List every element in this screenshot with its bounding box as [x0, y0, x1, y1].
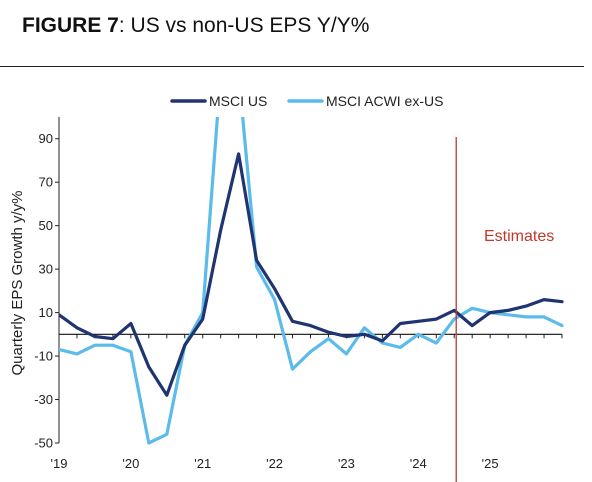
chart-axes: 90 70 50 30 10 -10 -30 -50 '19 '20 '21 '22 '23 '24 '25… [9, 117, 563, 471]
y-tick-label: -50 [34, 436, 53, 451]
x-tick-label: '25 [482, 456, 499, 471]
y-tick-label: 30 [39, 262, 53, 277]
chart-legend: MSCI US MSCI ACWI ex-US [170, 93, 443, 109]
y-tick-label: 10 [39, 305, 53, 320]
estimates-label: Estimates [484, 228, 554, 245]
y-tick-label: -10 [34, 349, 53, 364]
series-line-msci-acwi-ex-us [59, 117, 564, 445]
y-tick-label: 50 [39, 218, 53, 233]
figure-title: FIGURE 7: US vs non-US EPS Y/Y% [22, 14, 369, 38]
x-tick-label: '22 [266, 456, 283, 471]
y-tick-label: 70 [39, 175, 53, 190]
y-axis-title: Quarterly EPS Growth y/y% [9, 190, 26, 375]
series-line-msci-us [59, 152, 564, 397]
x-tick-label: '24 [410, 456, 427, 471]
y-tick-label: 90 [39, 131, 53, 146]
figure-label: FIGURE 7 [22, 14, 119, 37]
title-divider [0, 66, 584, 67]
figure-title-text: : US vs non-US EPS Y/Y% [118, 14, 370, 37]
legend-label-msci-us: MSCI US [209, 93, 267, 109]
y-tick-label: -30 [34, 392, 53, 407]
legend-label-msci-acwi-ex-us: MSCI ACWI ex-US [326, 93, 443, 109]
chart-series [59, 117, 564, 445]
x-tick-label: '19 [51, 456, 68, 471]
x-tick-label: '20 [122, 456, 139, 471]
chart-annotations: Estimates [455, 137, 554, 482]
x-tick-label: '21 [194, 456, 211, 471]
x-tick-label: '23 [338, 456, 355, 471]
